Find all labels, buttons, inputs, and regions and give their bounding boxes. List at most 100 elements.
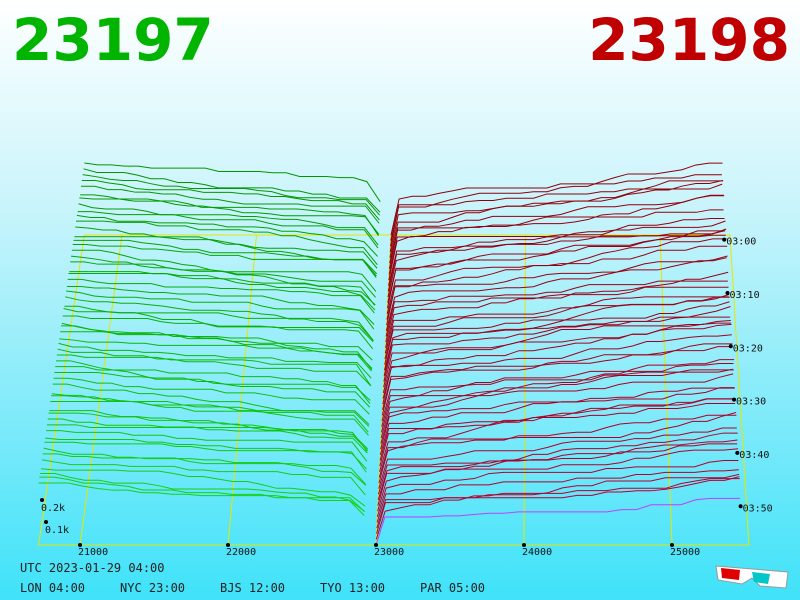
ask-price: 23198 — [588, 6, 790, 74]
bid-depth-line — [41, 459, 366, 496]
bid-depth-line — [38, 482, 365, 516]
bid-depth-line — [79, 197, 379, 236]
bid-depth-line — [59, 338, 372, 372]
volume-label: 0.1k — [45, 525, 69, 536]
ask-depth-line — [385, 286, 729, 348]
price-tick — [226, 543, 230, 547]
time-label: 03:00 — [726, 237, 756, 248]
bid-depth-line — [58, 342, 372, 379]
bid-depth-line — [80, 194, 380, 235]
time-tick — [738, 504, 743, 509]
time-tick — [725, 290, 730, 295]
ask-depth-line — [375, 478, 740, 540]
time-label: 03:10 — [729, 290, 759, 301]
ask-depth-line — [388, 230, 725, 286]
bid-depth-line — [56, 354, 372, 386]
bid-depth-line — [77, 211, 379, 249]
ask-depth-line — [384, 296, 729, 354]
ask-depth-line — [376, 473, 740, 529]
bid-depth-line — [40, 473, 366, 512]
bid-depth-line — [39, 476, 365, 512]
ask-depth-line — [376, 476, 740, 534]
ask-depth-line — [380, 363, 734, 433]
bid-depth-line — [78, 203, 379, 246]
bid-depth-line — [65, 296, 374, 341]
bid-depth-line — [67, 278, 375, 314]
time-label: 03:20 — [733, 343, 763, 354]
ask-depth-line — [389, 209, 724, 264]
ask-depth-line — [379, 387, 735, 455]
price-label: 23000 — [374, 547, 404, 558]
bid-depth-line — [45, 437, 367, 470]
ask-depth-line — [380, 359, 735, 444]
bid-depth-line — [76, 214, 378, 257]
ask-depth-line — [385, 280, 728, 337]
ask-depth-line — [380, 369, 734, 439]
bid-depth-line — [81, 185, 380, 224]
bid-depth-line — [68, 273, 376, 306]
ask-depth-line — [386, 257, 727, 320]
bid-depth-line — [62, 315, 374, 350]
bid-depth-line — [63, 307, 374, 341]
utc-time: UTC 2023-01-29 04:00 — [20, 561, 165, 575]
ask-depth-line — [389, 180, 724, 258]
zone-time: BJS 12:00 — [220, 581, 285, 595]
ask-depth-line — [387, 220, 726, 298]
ask-depth-line — [383, 320, 731, 388]
glasses-icon — [715, 565, 789, 589]
ask-depth-line — [386, 245, 728, 326]
ask-depth-line — [383, 305, 731, 382]
ask-depth-line — [388, 218, 725, 281]
bid-depth-line — [51, 395, 369, 436]
ask-depth-line — [381, 373, 734, 427]
time-tick — [722, 237, 727, 242]
time-label: 03:30 — [736, 397, 766, 408]
bid-depth-line — [54, 371, 371, 408]
bid-depth-line — [44, 441, 367, 473]
price-tick — [374, 543, 378, 547]
bid-depth-line — [57, 348, 372, 387]
bid-depth-line — [65, 290, 375, 330]
ask-depth-line — [382, 323, 732, 399]
price-tick — [78, 543, 82, 547]
bid-depth-line — [66, 286, 375, 325]
time-tick — [728, 344, 733, 349]
bid-depth-line — [82, 174, 381, 216]
ask-depth-line — [389, 162, 723, 247]
bid-depth-line — [49, 410, 369, 452]
bid-depth-line — [56, 360, 371, 401]
bid-depth-line — [60, 331, 373, 371]
price-label: 24000 — [522, 547, 552, 558]
bid-depth-line — [81, 179, 380, 221]
ask-depth-line — [376, 460, 739, 517]
ask-depth-line — [387, 230, 726, 292]
ask-depth-line — [390, 183, 723, 241]
bid-depth-line — [46, 430, 368, 462]
ask-depth-line — [387, 234, 726, 303]
price-label: 21000 — [78, 547, 108, 558]
ask-depth-line — [388, 194, 724, 269]
zone-time: TYO 13:00 — [320, 581, 385, 595]
axis-labels: 21000 22000 23000 24000 25000 03:00 03:10 03:20… — [40, 237, 773, 558]
bid-depth-line — [43, 447, 367, 486]
ask-depth-line — [378, 412, 737, 478]
ask-depth-line — [383, 296, 730, 371]
bid-depth-line — [70, 261, 376, 306]
volume-tick — [40, 498, 44, 502]
bid-depth-line — [41, 468, 366, 507]
price-tick — [522, 543, 526, 547]
ask-depth-line — [378, 427, 737, 489]
price-label: 22000 — [226, 547, 256, 558]
ask-depth-line — [388, 195, 725, 275]
ask-depth-line — [375, 497, 741, 546]
ask-depth-line — [377, 443, 738, 495]
ask-depth-line — [383, 316, 731, 377]
ask-depth-line — [380, 387, 735, 450]
volume-label: 0.2k — [41, 503, 65, 514]
ask-depth-line — [385, 255, 728, 331]
bid-depth-line — [51, 393, 370, 427]
ask-depth-line — [385, 271, 729, 343]
price-label: 25000 — [670, 547, 700, 558]
